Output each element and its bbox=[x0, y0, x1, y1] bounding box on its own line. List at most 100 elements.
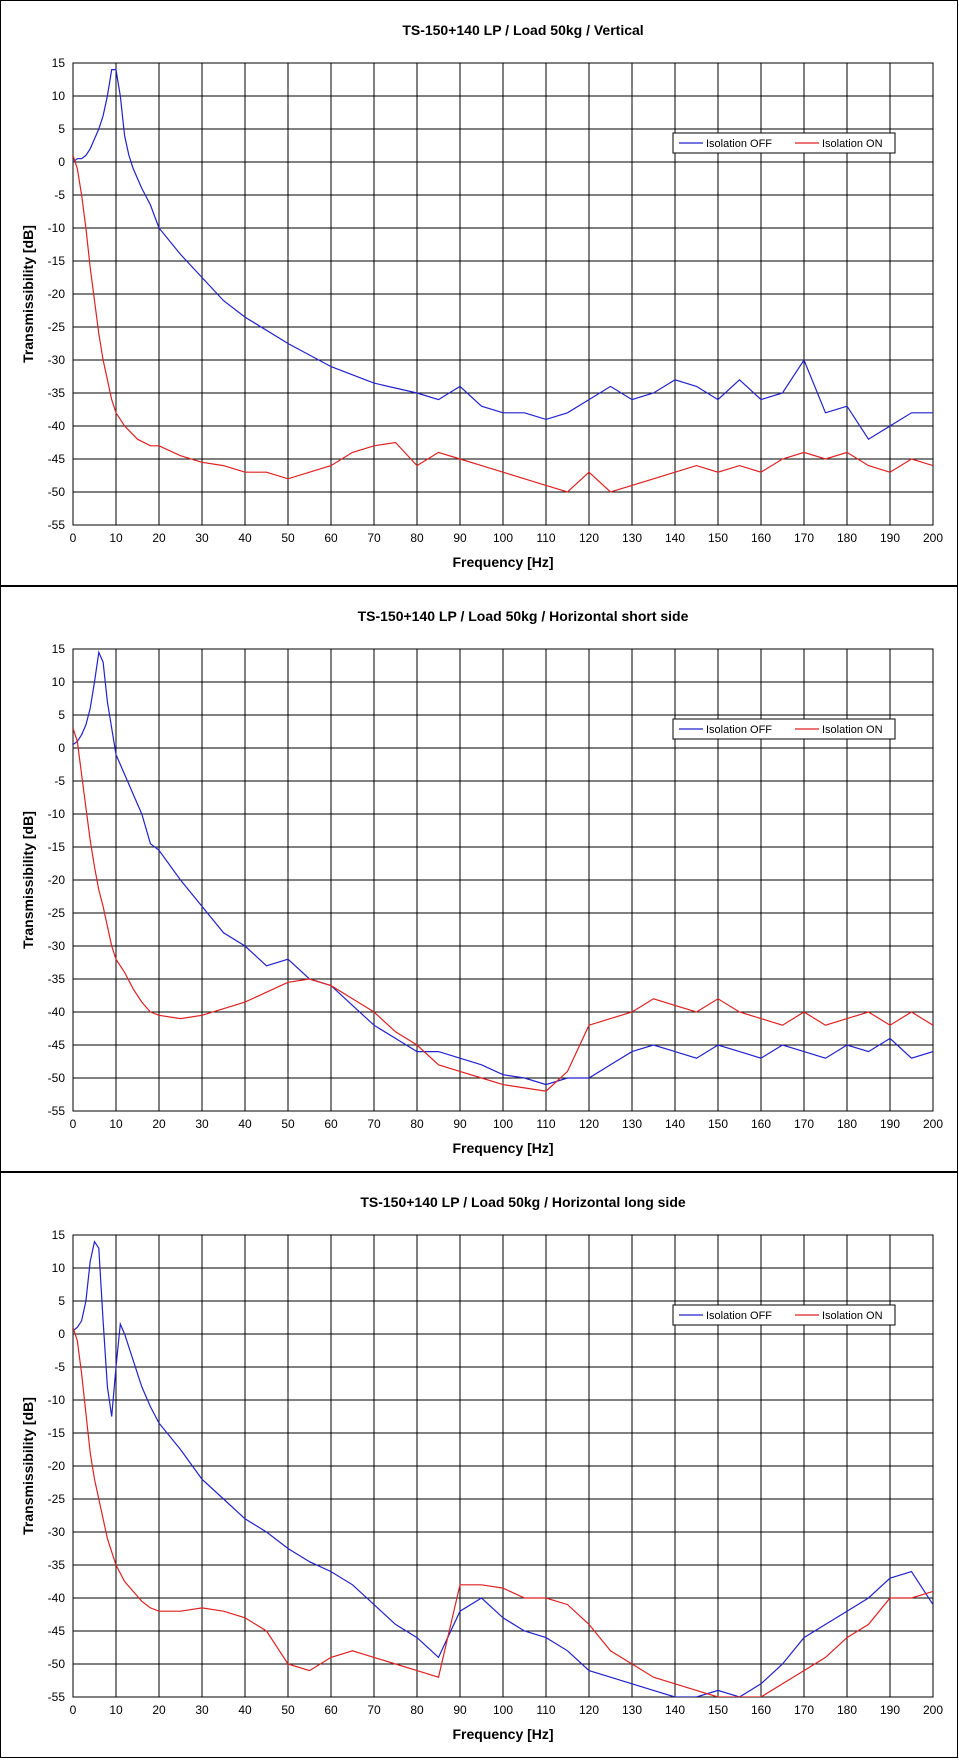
x-tick-label: 60 bbox=[324, 1703, 338, 1717]
plot-border bbox=[72, 1234, 934, 1698]
x-tick-label: 90 bbox=[453, 1117, 467, 1131]
y-tick-label: -20 bbox=[48, 873, 66, 887]
y-tick-label: -50 bbox=[48, 1071, 66, 1085]
y-tick-label: 0 bbox=[58, 1327, 65, 1341]
y-tick-label: -45 bbox=[48, 1624, 66, 1638]
y-tick-label: -5 bbox=[54, 774, 65, 788]
x-tick-label: 200 bbox=[923, 531, 943, 545]
x-tick-label: 110 bbox=[536, 1117, 555, 1131]
x-tick-label: 100 bbox=[493, 1117, 513, 1131]
y-tick-label: -45 bbox=[48, 1038, 66, 1052]
y-tick-label: -50 bbox=[48, 1657, 66, 1671]
y-tick-label: 10 bbox=[52, 1261, 66, 1275]
x-tick-label: 100 bbox=[493, 1703, 513, 1717]
x-tick-label: 10 bbox=[109, 1703, 123, 1717]
x-tick-label: 140 bbox=[665, 1703, 685, 1717]
plot-border bbox=[72, 648, 934, 1112]
x-tick-label: 90 bbox=[453, 1703, 467, 1717]
x-tick-label: 10 bbox=[109, 531, 123, 545]
x-tick-label: 40 bbox=[238, 1117, 252, 1131]
y-tick-label: 15 bbox=[52, 642, 66, 656]
legend: Isolation OFF Isolation ON bbox=[672, 718, 896, 740]
x-tick-label: 80 bbox=[410, 1703, 424, 1717]
x-axis-label: Frequency [Hz] bbox=[452, 554, 553, 570]
x-tick-label: 150 bbox=[708, 531, 728, 545]
y-tick-label: -55 bbox=[48, 1104, 66, 1118]
legend-label-isolation-off: Isolation OFF bbox=[706, 1310, 772, 1322]
x-tick-label: 130 bbox=[622, 1117, 642, 1131]
chart-horizontal-long: TS-150+140 LP / Load 50kg / Horizontal l… bbox=[20, 1194, 943, 1742]
x-tick-label: 120 bbox=[579, 1117, 599, 1131]
x-tick-label: 140 bbox=[665, 1117, 685, 1131]
series-line-isolation-on bbox=[73, 155, 933, 493]
x-tick-label: 170 bbox=[794, 1117, 814, 1131]
y-axis-label: Transmissibility [dB] bbox=[20, 225, 36, 363]
y-tick-label: -35 bbox=[48, 972, 66, 986]
x-tick-label: 80 bbox=[410, 1117, 424, 1131]
y-tick-label: -40 bbox=[48, 1591, 66, 1605]
x-tick-label: 40 bbox=[238, 1703, 252, 1717]
x-tick-label: 40 bbox=[238, 531, 252, 545]
x-tick-label: 120 bbox=[579, 531, 599, 545]
x-tick-label: 200 bbox=[923, 1117, 943, 1131]
y-tick-label: 5 bbox=[58, 122, 65, 136]
y-tick-label: -55 bbox=[48, 518, 66, 532]
x-tick-label: 120 bbox=[579, 1703, 599, 1717]
y-tick-label: -30 bbox=[48, 353, 66, 367]
x-tick-label: 0 bbox=[70, 1703, 77, 1717]
chart-title: TS-150+140 LP / Load 50kg / Vertical bbox=[402, 22, 643, 38]
series-line-isolation-off bbox=[73, 1240, 933, 1697]
y-tick-label: -10 bbox=[48, 1393, 66, 1407]
y-tick-label: -10 bbox=[48, 221, 66, 235]
x-tick-label: 190 bbox=[880, 1703, 900, 1717]
legend-label-isolation-off: Isolation OFF bbox=[706, 724, 772, 736]
x-tick-label: 0 bbox=[70, 1117, 77, 1131]
y-tick-label: -30 bbox=[48, 1525, 66, 1539]
y-tick-label: 0 bbox=[58, 741, 65, 755]
x-tick-label: 30 bbox=[195, 1117, 209, 1131]
legend-box bbox=[672, 1304, 896, 1326]
legend-box bbox=[672, 132, 896, 154]
chart-horizontal-short: TS-150+140 LP / Load 50kg / Horizontal s… bbox=[20, 608, 943, 1156]
x-tick-label: 50 bbox=[281, 531, 295, 545]
x-tick-label: 150 bbox=[708, 1117, 728, 1131]
chart-title: TS-150+140 LP / Load 50kg / Horizontal s… bbox=[358, 608, 689, 624]
y-tick-label: -30 bbox=[48, 939, 66, 953]
y-tick-label: -35 bbox=[48, 1558, 66, 1572]
y-tick-label: -35 bbox=[48, 386, 66, 400]
x-tick-label: 70 bbox=[367, 1117, 381, 1131]
x-tick-label: 180 bbox=[837, 1117, 857, 1131]
x-tick-label: 160 bbox=[751, 1703, 771, 1717]
legend: Isolation OFF Isolation ON bbox=[672, 132, 896, 154]
y-tick-label: 15 bbox=[52, 56, 66, 70]
legend-box bbox=[672, 718, 896, 740]
x-tick-label: 160 bbox=[751, 531, 771, 545]
y-tick-label: 0 bbox=[58, 155, 65, 169]
y-tick-label: -20 bbox=[48, 287, 66, 301]
y-tick-label: 10 bbox=[52, 675, 66, 689]
x-tick-label: 160 bbox=[751, 1117, 771, 1131]
y-tick-label: -15 bbox=[48, 254, 66, 268]
x-tick-label: 180 bbox=[837, 1703, 857, 1717]
y-tick-label: -50 bbox=[48, 485, 66, 499]
x-tick-label: 190 bbox=[880, 1117, 900, 1131]
series-line-isolation-on bbox=[73, 728, 933, 1092]
legend-label-isolation-on: Isolation ON bbox=[822, 1310, 883, 1322]
x-tick-label: 100 bbox=[493, 531, 513, 545]
x-tick-label: 140 bbox=[665, 531, 685, 545]
y-tick-label: -10 bbox=[48, 807, 66, 821]
x-tick-label: 190 bbox=[880, 531, 900, 545]
y-tick-label: -25 bbox=[48, 1492, 66, 1506]
legend-label-isolation-on: Isolation ON bbox=[822, 724, 883, 736]
y-tick-label: 15 bbox=[52, 1228, 66, 1242]
x-tick-label: 80 bbox=[410, 531, 424, 545]
chart-panel-vertical: TS-150+140 LP / Load 50kg / Vertical 0 10 2… bbox=[0, 0, 958, 586]
chart-panel-horizontal-long: TS-150+140 LP / Load 50kg / Horizontal l… bbox=[0, 1172, 958, 1758]
x-axis-label: Frequency [Hz] bbox=[452, 1726, 553, 1742]
y-tick-label: 5 bbox=[58, 708, 65, 722]
y-tick-label: 10 bbox=[52, 89, 66, 103]
x-tick-label: 130 bbox=[622, 531, 642, 545]
x-tick-label: 50 bbox=[281, 1117, 295, 1131]
y-tick-label: -45 bbox=[48, 452, 66, 466]
y-axis-label: Transmissibility [dB] bbox=[20, 1397, 36, 1535]
